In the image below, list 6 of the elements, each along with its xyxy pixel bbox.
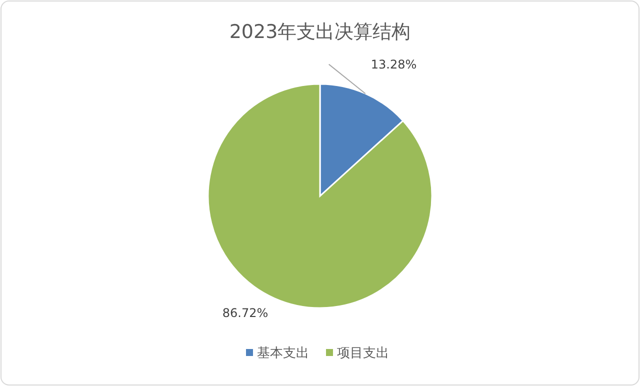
chart-title: 2023年支出决算结构 [229,21,411,43]
data-label: 86.72% [222,306,268,320]
pie-slice [207,83,433,309]
legend-label: 项目支出 [337,346,389,361]
data-label: 13.28% [370,57,417,72]
legend-label: 基本支出 [257,346,309,361]
